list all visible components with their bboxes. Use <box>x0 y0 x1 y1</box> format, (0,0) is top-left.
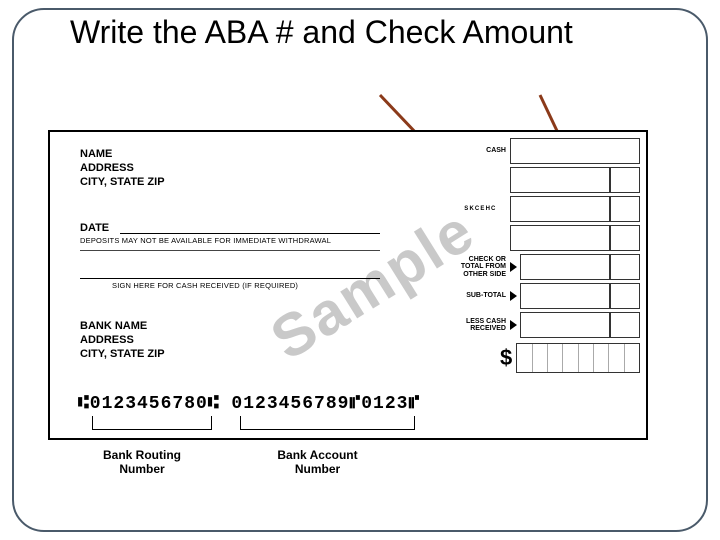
date-line <box>120 233 380 234</box>
account-label: Bank Account Number <box>225 448 410 476</box>
deposits-rule <box>80 250 380 251</box>
date-label: DATE <box>80 222 109 234</box>
routing-bracket <box>92 416 212 430</box>
bank-csz-label: CITY, STATE ZIP <box>80 348 165 360</box>
slide-title: Write the ABA # and Check Amount <box>70 14 573 51</box>
row-label: CHECK OR TOTAL FROM OTHER SIDE <box>452 254 510 280</box>
city-state-zip-label: CITY, STATE ZIP <box>80 176 165 188</box>
net-amount-cells <box>516 343 640 373</box>
grid-row-check2: C H E C K S <box>452 196 640 222</box>
grid-row-check1 <box>452 167 640 193</box>
row-label: SUB-TOTAL <box>452 283 510 309</box>
dollar-sign: $ <box>500 345 512 371</box>
cash-box <box>510 138 640 164</box>
triangle-icon <box>510 320 517 330</box>
grid-row-subtotal: SUB-TOTAL <box>452 283 640 309</box>
grid-row-check3 <box>452 225 640 251</box>
row-label: CASH <box>452 138 510 164</box>
grid-row-lesscash: LESS CASH RECEIVED <box>452 312 640 338</box>
grid-row-cash: CASH <box>452 138 640 164</box>
account-bracket <box>240 416 415 430</box>
bank-address-label: ADDRESS <box>80 334 134 346</box>
grid-row-total-other: CHECK OR TOTAL FROM OTHER SIDE <box>452 254 640 280</box>
row-label: LESS CASH RECEIVED <box>452 312 510 338</box>
routing-label: Bank Routing Number <box>72 448 212 476</box>
aba-box <box>510 167 610 193</box>
row-label <box>452 167 510 193</box>
deposit-slip: Sample NAME ADDRESS CITY, STATE ZIP DATE… <box>48 130 648 440</box>
triangle-icon <box>510 291 517 301</box>
address-label: ADDRESS <box>80 162 134 174</box>
deposits-note: DEPOSITS MAY NOT BE AVAILABLE FOR IMMEDI… <box>80 236 331 245</box>
triangle-icon <box>510 262 517 272</box>
micr-line: ⑆0123456780⑆ 0123456789⑈0123⑈ <box>78 394 420 414</box>
bank-name-label: BANK NAME <box>80 320 147 332</box>
amount-grid: CASH C H E C K S CHECK OR TOTAL FROM OTH… <box>452 138 640 374</box>
amount-box <box>610 167 640 193</box>
name-label: NAME <box>80 148 112 160</box>
sign-note: SIGN HERE FOR CASH RECEIVED (IF REQUIRED… <box>112 281 298 290</box>
signature-line <box>80 278 380 279</box>
grid-row-net: $ <box>452 342 640 374</box>
checks-side-label: C H E C K S <box>452 196 510 222</box>
